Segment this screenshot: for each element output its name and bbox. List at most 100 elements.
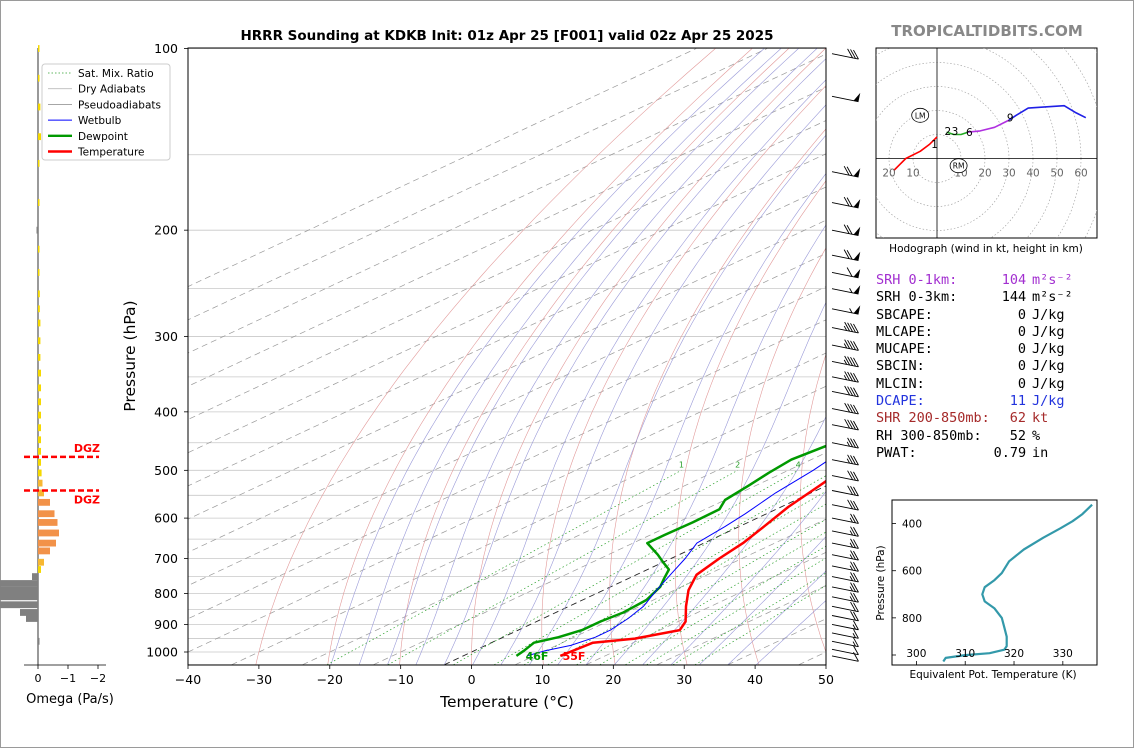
legend: Sat. Mix. Ratio Dry Adiabats Pseudoadiabat… bbox=[41, 63, 171, 161]
omega-bar bbox=[38, 133, 41, 141]
x-axis-ticks: −40 −30 −20 −10 0 10 20 30 40 50 bbox=[175, 665, 834, 687]
dgz-label: DGZ bbox=[74, 442, 100, 455]
wind-barb bbox=[831, 92, 861, 103]
moist-adiabat bbox=[415, 48, 818, 665]
mixing-ratio-line bbox=[326, 469, 682, 665]
theta-e-y-tick-label: 800 bbox=[902, 613, 922, 625]
mixing-ratio-label: 1 bbox=[679, 460, 684, 469]
hodograph bbox=[876, 48, 1097, 238]
param-row: SRH 0-3km: 144 m²s⁻² bbox=[876, 289, 1126, 306]
omega-bar bbox=[32, 573, 38, 580]
x-tick-label: 20 bbox=[605, 672, 621, 687]
x-tick-label: 40 bbox=[747, 672, 763, 687]
param-value: 0 bbox=[1017, 323, 1027, 340]
omega-bar bbox=[0, 593, 38, 601]
param-value: 0.79 bbox=[993, 444, 1027, 461]
theta-e-x-title: Equivalent Pot. Temperature (K) bbox=[909, 669, 1076, 681]
wind-barb bbox=[831, 572, 859, 583]
wind-barb bbox=[831, 637, 859, 648]
dry-adiabat bbox=[399, 48, 789, 665]
param-label: PWAT: bbox=[876, 444, 917, 461]
background-lines bbox=[188, 48, 826, 665]
isotherm-line bbox=[515, 518, 826, 665]
x-tick-label: 10 bbox=[534, 672, 550, 687]
x-tick-label: 0 bbox=[468, 672, 476, 687]
hodograph-ring-label: 50 bbox=[1050, 168, 1063, 180]
omega-bar bbox=[38, 290, 40, 298]
wind-barbs bbox=[831, 48, 861, 662]
y-tick-label: 200 bbox=[154, 223, 178, 238]
moist-adiabat bbox=[642, 415, 826, 665]
param-value: 0 bbox=[1017, 375, 1027, 392]
param-value: 11 bbox=[1009, 393, 1027, 410]
x-tick-label: 50 bbox=[818, 672, 834, 687]
param-unit: J/kg bbox=[1032, 393, 1065, 410]
omega-axis-title: Omega (Pa/s) bbox=[26, 692, 114, 707]
mixing-ratio-labels: 1 2 4 bbox=[679, 460, 801, 469]
param-row: SRH 0-1km: 104 m²s⁻² bbox=[876, 272, 1126, 289]
hodograph-trace bbox=[946, 131, 969, 136]
wind-barb bbox=[831, 526, 859, 537]
wind-barb bbox=[831, 550, 859, 561]
legend-label: Pseudoadiabats bbox=[78, 99, 161, 111]
wind-barb bbox=[831, 165, 861, 178]
mixing-ratio-line bbox=[387, 469, 738, 665]
isotherm-line bbox=[188, 86, 826, 387]
wind-barb bbox=[831, 437, 859, 449]
hodograph-ring-label: 20 bbox=[978, 168, 991, 180]
mixing-ratio-line bbox=[625, 545, 826, 665]
wetbulb-profile bbox=[526, 461, 826, 657]
param-label: MLCIN: bbox=[876, 375, 925, 392]
hodograph-height-label: 3 bbox=[952, 126, 959, 138]
dewpoint-profile bbox=[515, 444, 826, 657]
hodograph-trace bbox=[893, 136, 938, 172]
omega-bar bbox=[38, 199, 40, 206]
theta-e-x-tick-label: 310 bbox=[955, 648, 975, 660]
isotherm-line bbox=[585, 551, 826, 665]
wind-barb bbox=[831, 224, 861, 236]
y-tick-label: 300 bbox=[154, 329, 178, 344]
omega-bar bbox=[38, 103, 41, 111]
hodograph-trace bbox=[1008, 104, 1087, 121]
param-unit: J/kg bbox=[1032, 323, 1065, 340]
param-row: MLCAPE: 0 J/kg bbox=[876, 324, 1126, 341]
param-value: 144 bbox=[1001, 289, 1027, 306]
mixing-ratio-line bbox=[576, 519, 826, 665]
hodograph-rm-marker bbox=[949, 158, 968, 174]
y-tick-label: 700 bbox=[154, 551, 178, 566]
isobar-grid bbox=[188, 48, 826, 666]
x-tick-label: −10 bbox=[387, 672, 413, 687]
isotherm-line bbox=[188, 286, 826, 586]
omega-bar bbox=[38, 469, 42, 477]
wind-barb bbox=[831, 402, 859, 415]
hodograph-frame bbox=[875, 47, 1098, 239]
param-unit: J/kg bbox=[1032, 375, 1065, 392]
wind-barb bbox=[831, 371, 859, 383]
dry-adiabat bbox=[738, 247, 826, 665]
omega-bar bbox=[0, 580, 38, 587]
surface-dewpoint-label: 46F bbox=[526, 650, 549, 663]
wind-barb bbox=[831, 582, 859, 593]
omega-bar bbox=[38, 539, 56, 547]
chart-title: HRRR Sounding at KDKB Init: 01z Apr 25 [… bbox=[240, 28, 773, 44]
moist-adiabat bbox=[358, 48, 782, 665]
y-tick-label: 100 bbox=[154, 41, 178, 56]
omega-tick-label: 0 bbox=[35, 672, 42, 685]
omega-bar bbox=[38, 384, 41, 392]
y-tick-label: 600 bbox=[154, 511, 178, 526]
dry-adiabat bbox=[541, 85, 826, 665]
mixing-ratio-line bbox=[599, 531, 826, 665]
omega-bar bbox=[38, 458, 41, 466]
isotherm-line bbox=[373, 452, 826, 665]
x-tick-label: −20 bbox=[317, 672, 343, 687]
wind-barb bbox=[831, 561, 859, 572]
omega-bar bbox=[38, 510, 55, 518]
param-unit: % bbox=[1032, 427, 1041, 444]
omega-bar bbox=[38, 424, 41, 432]
omega-bar bbox=[38, 436, 41, 444]
param-unit: J/kg bbox=[1032, 358, 1065, 375]
theta-e-panel: 300 310 320 330 400 600 800 bbox=[892, 503, 1093, 665]
hodograph-ring-label: 20 bbox=[882, 168, 895, 180]
